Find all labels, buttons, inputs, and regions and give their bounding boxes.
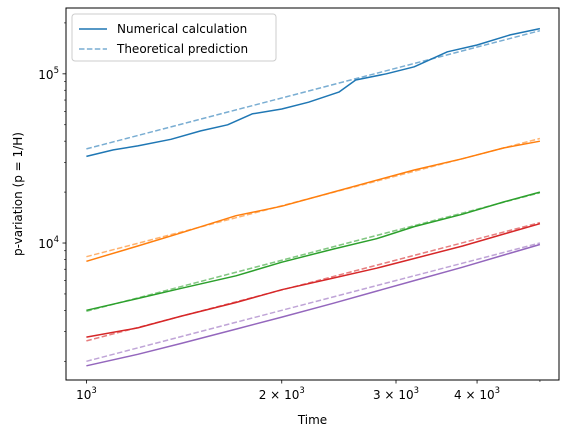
x-tick-label-2: 3 × 103 xyxy=(373,386,419,402)
numerical-line-1 xyxy=(86,140,541,263)
theory-line-3 xyxy=(86,221,541,342)
x-tick-label-1: 2 × 103 xyxy=(259,386,305,402)
legend: Numerical calculation Theoretical predic… xyxy=(71,13,277,62)
numerical-line-0 xyxy=(86,27,541,158)
legend-label-numerical: Numerical calculation xyxy=(117,22,247,36)
numerical-line-2 xyxy=(86,191,541,312)
y-tick-label-1: 105 xyxy=(38,66,59,82)
y-tick-label-0: 104 xyxy=(38,235,59,251)
x-axis-label: Time xyxy=(297,413,327,427)
x-tick-label-3: 4 × 103 xyxy=(454,386,500,402)
ticks: 103 2 × 103 3 × 103 4 × 103 104 105 xyxy=(38,22,541,402)
x-tick-label-0: 103 xyxy=(76,386,97,402)
y-axis-label: p-variation (p = 1/H) xyxy=(11,132,25,256)
numerical-line-3 xyxy=(86,222,541,338)
legend-label-theoretical: Theoretical prediction xyxy=(116,42,248,56)
numerical-line-4 xyxy=(86,243,541,367)
theory-line-0 xyxy=(86,29,541,150)
legend-box xyxy=(71,13,277,62)
theory-line-2 xyxy=(86,192,541,313)
plot-lines xyxy=(86,27,541,367)
axes-frame xyxy=(65,7,560,381)
theory-line-4 xyxy=(86,242,541,363)
